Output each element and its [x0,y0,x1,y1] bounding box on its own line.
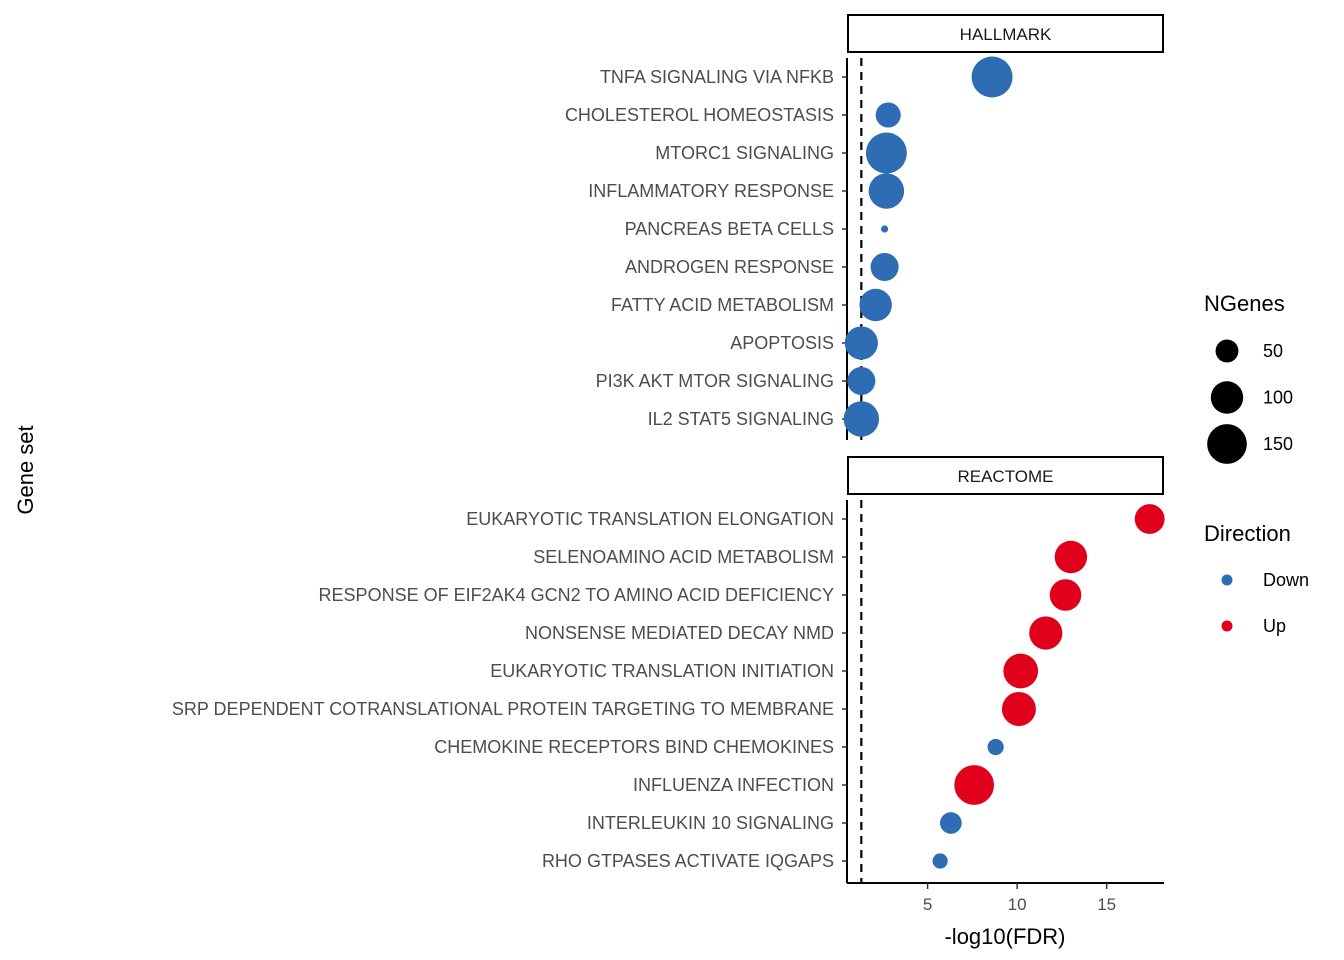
legend-size-label-100: 100 [1263,388,1293,408]
y-label-influenza-infection: INFLUENZA INFECTION [633,775,834,795]
y-label-cholesterol-homeostasis: CHOLESTEROL HOMEOSTASIS [565,105,834,125]
strip-hallmark-label: HALLMARK [960,25,1052,44]
y-label-eukaryotic-translation-elongation: EUKARYOTIC TRANSLATION ELONGATION [466,509,834,529]
y-label-chemokine-receptors-bind-chemokines: CHEMOKINE RECEPTORS BIND CHEMOKINES [434,737,834,757]
point-nonsense-mediated-decay-nmd [1029,616,1063,650]
strip-reactome-label: REACTOME [957,467,1053,486]
point-pancreas-beta-cells [880,225,889,233]
panel-reactome: EUKARYOTIC TRANSLATION ELONGATION SELENOA… [172,504,1165,871]
point-inflammatory-response [868,173,905,209]
y-label-eukaryotic-translation-initiation: EUKARYOTIC TRANSLATION INITIATION [490,661,834,681]
point-influenza-infection [954,765,994,805]
point-response-of-eif2ak4-gcn2-to-amino-acid-deficiency [1049,579,1082,611]
x-tick-label-15: 15 [1097,895,1116,914]
y-label-pancreas-beta-cells: PANCREAS BETA CELLS [625,219,834,239]
point-chemokine-receptors-bind-chemokines [987,738,1004,756]
y-label-response-of-eif2ak4-gcn2-to-amino-acid-deficiency: RESPONSE OF EIF2AK4 GCN2 TO AMINO ACID D… [319,585,834,605]
legend: NGenes 50 100 150 Direction Down Up [1204,291,1309,636]
y-label-nonsense-mediated-decay-nmd: NONSENSE MEDIATED DECAY NMD [525,623,834,643]
legend-color-key-down [1221,574,1233,586]
strip-reactome-box [847,456,1164,495]
point-eukaryotic-translation-initiation [1003,653,1039,689]
point-rho-gtpases-activate-iqgaps [932,853,948,869]
point-pi3k-akt-mtor-signaling [847,366,876,396]
y-label-rho-gtpases-activate-iqgaps: RHO GTPASES ACTIVATE IQGAPS [542,851,834,871]
y-label-interleukin-10-signaling: INTERLEUKIN 10 SIGNALING [587,813,834,833]
y-label-fatty-acid-metabolism: FATTY ACID METABOLISM [611,295,834,315]
y-label-apoptosis: APOPTOSIS [730,333,834,353]
legend-color-entries: Down Up [1221,570,1309,636]
y-label-mtorc1-signaling: MTORC1 SIGNALING [655,143,834,163]
legend-size-label-50: 50 [1263,341,1283,361]
point-interleukin-10-signaling [940,812,962,834]
x-tick-label-10: 10 [1008,895,1027,914]
point-eukaryotic-translation-elongation [1134,504,1165,534]
legend-color-title: Direction [1204,521,1291,546]
legend-color-key-up [1221,620,1233,632]
point-selenoamino-acid-metabolism [1054,540,1088,574]
y-label-selenoamino-acid-metabolism: SELENOAMINO ACID METABOLISM [533,547,834,567]
x-tick-label-5: 5 [923,895,932,914]
legend-color-label-down: Down [1263,570,1309,590]
point-mtorc1-signaling [865,132,907,174]
legend-size-entries: 50 100 150 [1207,339,1293,464]
strip-hallmark-box [847,14,1164,53]
y-label-pi3k-akt-mtor-signaling: PI3K AKT MTOR SIGNALING [596,371,834,391]
legend-size-title: NGenes [1204,291,1285,316]
y-label-inflammatory-response: INFLAMMATORY RESPONSE [588,181,834,201]
point-cholesterol-homeostasis [875,102,901,128]
legend-size-key-50 [1215,339,1239,363]
panel-hallmark: TNFA SIGNALING VIA NFKB CHOLESTEROL HOMEO… [565,56,1013,437]
y-label-tnfa-signaling-via-nfkb: TNFA SIGNALING VIA NFKB [600,67,834,87]
legend-color-label-up: Up [1263,616,1286,636]
point-il2-stat5-signaling [843,401,880,437]
legend-size-key-100 [1210,381,1244,414]
y-label-srp-dependent-cotranslational-protein-targeting-to-membrane: SRP DEPENDENT COTRANSLATIONAL PROTEIN TA… [172,699,834,719]
legend-size-label-150: 150 [1263,434,1293,454]
y-label-androgen-response: ANDROGEN RESPONSE [625,257,834,277]
x-axis-title: -log10(FDR) [944,924,1065,949]
point-tnfa-signaling-via-nfkb [971,56,1013,98]
point-fatty-acid-metabolism [859,288,892,322]
x-axis-ticks: 5 10 15 [923,883,1116,914]
point-srp-dependent-cotranslational-protein-targeting-to-membrane [1001,692,1036,726]
point-androgen-response [870,252,899,282]
point-apoptosis [844,326,878,360]
legend-size-key-150 [1207,424,1247,464]
y-axis-title: Gene set [13,425,38,514]
y-label-il2-stat5-signaling: IL2 STAT5 SIGNALING [648,409,834,429]
